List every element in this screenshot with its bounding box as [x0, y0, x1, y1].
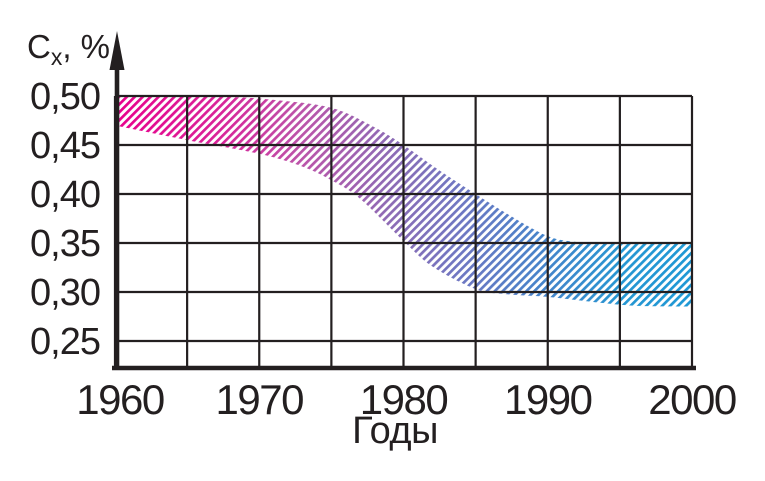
y-tick-label: 0,25	[30, 321, 100, 363]
y-tick-label: 0,35	[30, 223, 100, 265]
y-tick-label: 0,45	[30, 125, 100, 167]
x-tick-label: 2000	[648, 376, 736, 423]
y-axis-title: Cx, %	[27, 28, 110, 70]
x-tick-label: 1970	[216, 376, 304, 423]
y-tick-label: 0,30	[30, 272, 100, 314]
x-tick-label: 1960	[76, 376, 164, 423]
y-axis-arrowhead	[109, 31, 125, 70]
x-tick-label: 1980	[360, 376, 448, 423]
y-tick-label: 0,40	[30, 174, 100, 216]
x-tick-label: 1990	[504, 376, 592, 423]
y-tick-label: 0,50	[30, 76, 100, 118]
x-axis-title: Годы	[352, 410, 438, 452]
